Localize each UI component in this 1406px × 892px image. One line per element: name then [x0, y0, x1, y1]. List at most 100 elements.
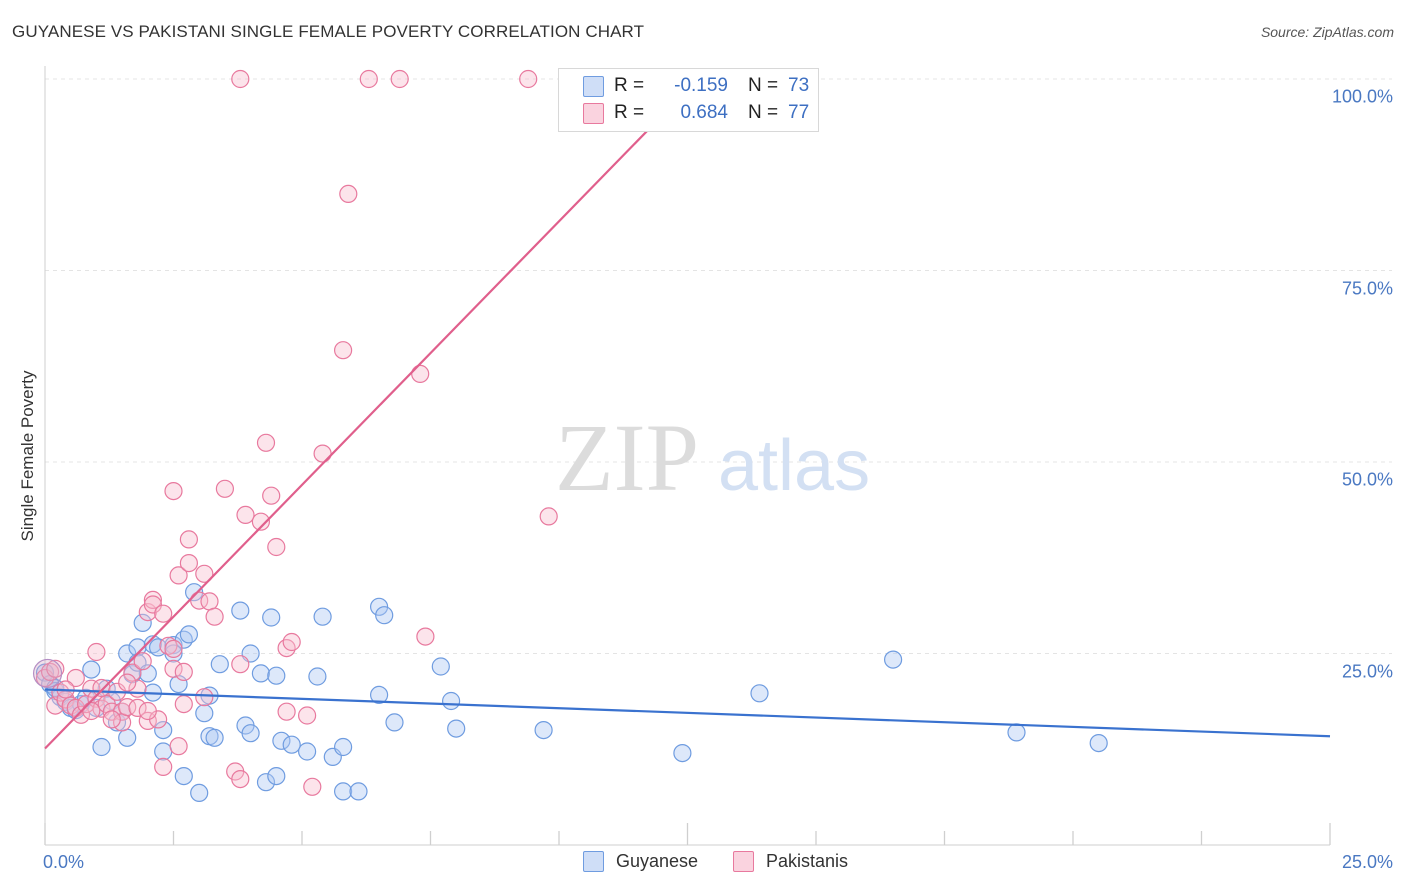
guyanese-point: [375, 606, 394, 625]
pakistanis-point: [138, 701, 157, 721]
pakistanis-point: [164, 639, 183, 659]
legend-item-pakistanis[interactable]: Pakistanis: [733, 851, 848, 872]
guyanese-point: [282, 735, 301, 754]
pakistanis-point: [236, 505, 255, 525]
guyanese-point: [534, 720, 553, 740]
watermark-zip: ZIP: [555, 404, 699, 511]
pakistanis-trend-line: [44, 78, 699, 750]
guyanese-point: [308, 667, 327, 686]
pakistanis-point: [303, 777, 322, 796]
pakistanis-point: [71, 705, 91, 724]
trend-lines: [44, 78, 1331, 750]
pakistanis-point: [179, 530, 198, 549]
pakistanis-point: [159, 636, 178, 655]
pakistanis-point: [118, 673, 137, 692]
n-value: 77: [788, 102, 810, 123]
pakistanis-point: [133, 652, 152, 671]
guyanese-point: [133, 613, 152, 633]
pakistanis-point: [174, 694, 193, 714]
guyanese-point: [179, 625, 198, 644]
x-tick-label-min: 0.0%: [43, 852, 85, 872]
pakistanis-point: [539, 507, 558, 526]
legend-row-guyanese: R = -0.159 N = 73: [583, 73, 809, 99]
pakistanis-point: [334, 341, 353, 360]
legend-swatch-guyanese: [583, 851, 604, 872]
pakistanis-point: [164, 482, 183, 501]
guyanese-point: [87, 698, 106, 718]
pakistanis-point: [215, 479, 234, 498]
guyanese-point: [205, 728, 224, 747]
pakistanis-point: [169, 566, 188, 585]
pakistanis-point: [267, 537, 286, 557]
n-label: N =: [748, 102, 779, 123]
pakistanis-point: [87, 642, 106, 662]
legend-row-pakistanis: R = 0.684 N = 77: [583, 100, 809, 126]
guyanese-point: [143, 635, 162, 654]
gridlines: [45, 78, 1392, 654]
n-value: 73: [788, 75, 810, 96]
pakistanis-point: [231, 655, 250, 674]
r-label: R =: [614, 75, 645, 96]
r-value: 0.684: [680, 102, 728, 123]
source-label: Source: ZipAtlas.com: [1260, 24, 1394, 40]
pakistanis-point: [66, 668, 85, 688]
pakistanis-point: [519, 69, 538, 89]
guyanese-point: [35, 663, 55, 682]
pakistanis-point: [262, 486, 281, 505]
legend-swatch-pakistanis: [733, 851, 754, 872]
guyanese-point: [256, 773, 276, 792]
guyanese-trend-line: [44, 688, 1331, 738]
guyanese-point: [154, 742, 173, 761]
pakistanis-point: [82, 701, 101, 721]
pakistanis-point: [179, 553, 198, 573]
axes: [44, 66, 1331, 846]
guyanese-point: [231, 601, 250, 620]
guyanese-point: [1007, 723, 1026, 742]
y-tick-label: 50.0%: [1341, 469, 1393, 490]
pakistanis-point: [154, 604, 173, 623]
pakistanis-point: [231, 69, 250, 89]
guyanese-point: [118, 728, 137, 747]
n-label: N =: [748, 75, 779, 96]
pakistanis-point: [195, 688, 214, 707]
pakistanis-point: [40, 662, 60, 682]
legend-swatch-guyanese: [583, 75, 604, 97]
guyanese-point: [1089, 733, 1108, 753]
guyanese-point: [154, 720, 173, 740]
pakistanis-point: [118, 697, 137, 717]
pakistanis-point: [102, 710, 121, 729]
guyanese-point: [210, 655, 229, 674]
guyanese-point: [82, 660, 101, 679]
legend-item-guyanese[interactable]: Guyanese: [583, 851, 698, 872]
pakistanis-point: [143, 590, 162, 610]
y-tick-label: 75.0%: [1341, 278, 1393, 298]
cluster-point: [32, 658, 63, 689]
pakistanis-point: [200, 592, 219, 611]
pakistanis-point: [154, 757, 173, 777]
guyanese-point: [298, 742, 317, 761]
pakistanis-point: [195, 564, 214, 583]
guyanese-point: [442, 691, 461, 711]
pakistanis-point: [82, 679, 101, 698]
pakistanis-point: [359, 69, 378, 89]
guyanese-point: [190, 783, 209, 803]
x-tick-label-max: 25.0%: [1341, 852, 1393, 872]
pakistanis-point: [313, 444, 332, 463]
y-tick-label: 25.0%: [1341, 661, 1393, 681]
r-value: -0.159: [674, 75, 728, 96]
guyanese-point: [431, 657, 450, 676]
chart-title: GUYANESE VS PAKISTANI SINGLE FEMALE POVE…: [12, 22, 645, 41]
guyanese-point: [92, 737, 111, 757]
guyanese-point: [750, 684, 769, 703]
correlation-legend: R = -0.159 N = 73 R = 0.684 N = 77: [558, 68, 819, 132]
pakistanis-point: [143, 595, 162, 614]
watermark: ZIP atlas: [555, 404, 870, 511]
guyanese-point: [334, 737, 353, 757]
pakistanis-point: [46, 659, 65, 678]
guyanese-point: [262, 608, 281, 627]
pakistanis-point: [251, 512, 270, 531]
guyanese-point: [241, 724, 260, 743]
guyanese-point: [673, 743, 692, 763]
watermark-atlas: atlas: [718, 426, 870, 506]
